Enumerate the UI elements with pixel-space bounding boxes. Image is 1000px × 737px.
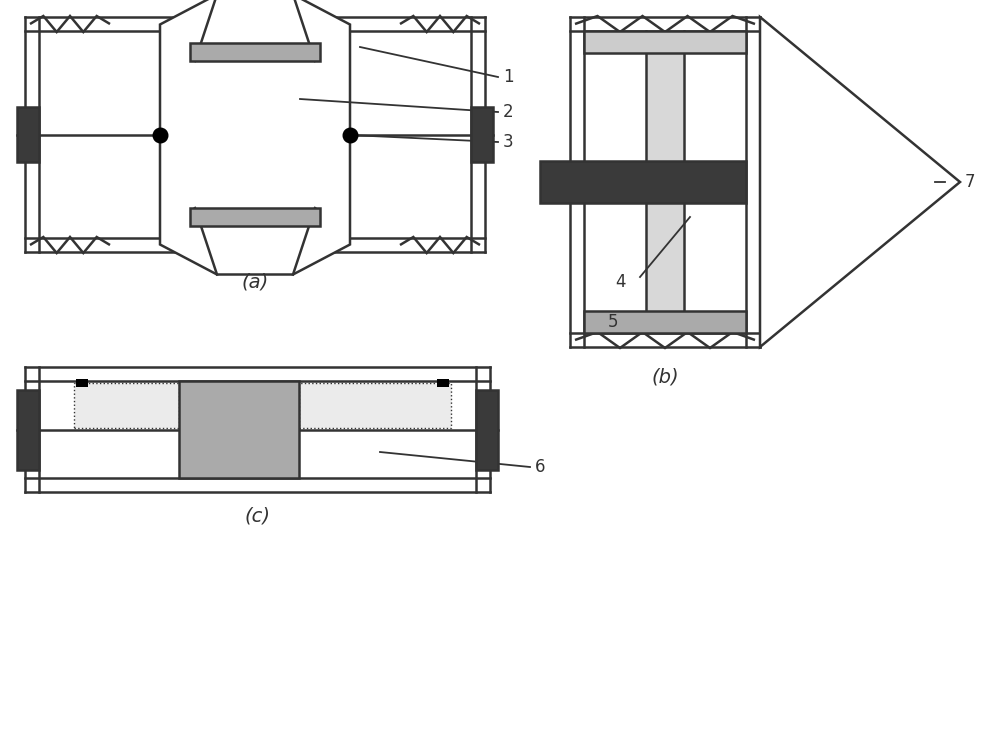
- Bar: [540, 161, 746, 203]
- Bar: [471, 107, 493, 162]
- Polygon shape: [760, 17, 960, 347]
- Text: 6: 6: [535, 458, 546, 476]
- Text: (c): (c): [244, 507, 270, 526]
- Bar: [584, 31, 746, 53]
- Bar: [190, 43, 320, 61]
- Text: 3: 3: [503, 133, 514, 151]
- Bar: [190, 208, 320, 226]
- Bar: [179, 381, 299, 478]
- Text: 2: 2: [503, 103, 514, 121]
- Text: 1: 1: [503, 68, 514, 86]
- Bar: [299, 383, 451, 427]
- Text: 7: 7: [965, 173, 976, 191]
- Text: 5: 5: [608, 313, 618, 331]
- Bar: [646, 31, 684, 333]
- Bar: [476, 389, 498, 469]
- Polygon shape: [160, 0, 350, 274]
- Bar: [17, 107, 39, 162]
- Bar: [76, 379, 88, 387]
- Bar: [74, 383, 179, 427]
- Text: 4: 4: [615, 273, 626, 291]
- Bar: [17, 389, 39, 469]
- Bar: [584, 311, 746, 333]
- Text: (b): (b): [651, 367, 679, 386]
- Bar: [437, 379, 449, 387]
- Text: (a): (a): [241, 272, 269, 291]
